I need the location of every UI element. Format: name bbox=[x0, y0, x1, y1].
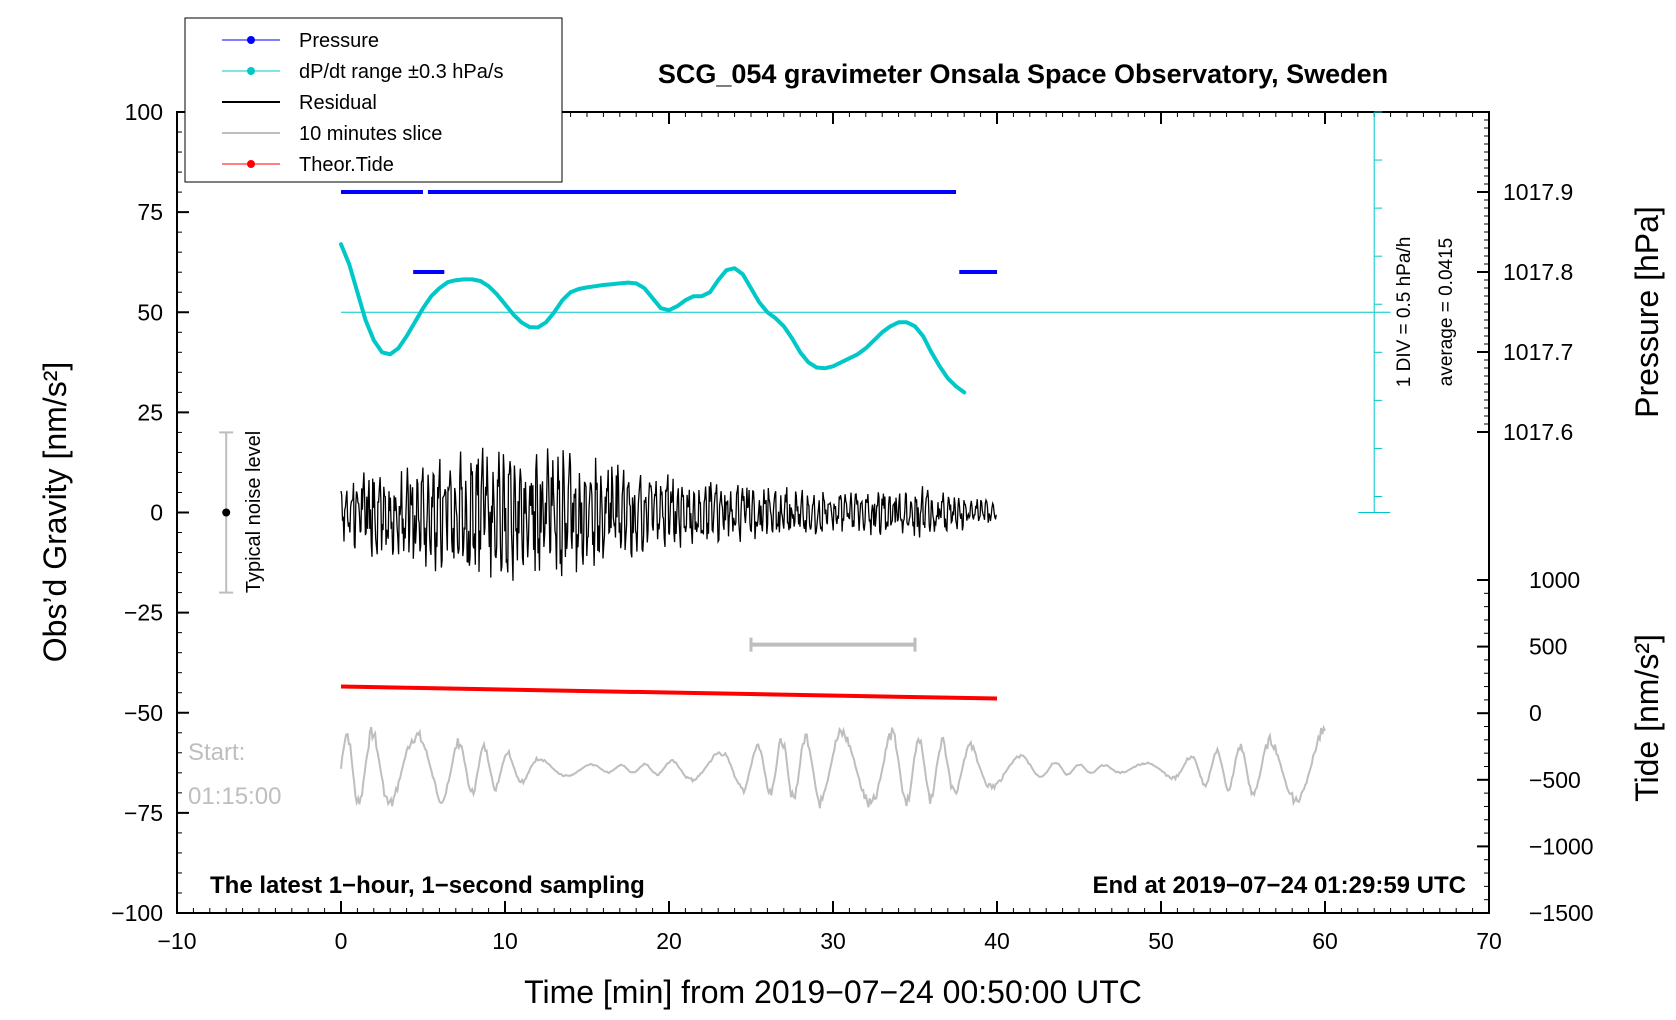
scale-axis bbox=[1358, 111, 1391, 513]
noise-level-label: Typical noise level bbox=[243, 431, 265, 593]
x-tick-label: 70 bbox=[1476, 928, 1502, 954]
x-tick-label: 30 bbox=[820, 928, 846, 954]
legend-marker-pressure bbox=[247, 36, 255, 44]
dpdt-series-line bbox=[339, 242, 967, 395]
sampling-note: The latest 1−hour, 1−second sampling bbox=[210, 872, 645, 899]
pressure-tick-label: 1017.7 bbox=[1503, 339, 1573, 365]
x-tick-label: −10 bbox=[157, 928, 196, 954]
axis-ticks: −10 0 10 20 30 40 50 60 70−100−75−50−25025507510… bbox=[111, 99, 1593, 954]
tide-tick-label: −1000 bbox=[1529, 833, 1594, 859]
y-tick-label: 100 bbox=[125, 99, 163, 125]
legend-label-tide: Theor.Tide bbox=[299, 154, 394, 176]
y-tick-label: −50 bbox=[124, 700, 163, 726]
pressure-tick-label: 1017.8 bbox=[1503, 259, 1573, 285]
x-tick-label: 20 bbox=[656, 928, 682, 954]
y-axis-label-left: Obs’d Gravity [nm/s²] bbox=[37, 362, 73, 663]
x-axis-label: Time [min] from 2019−07−24 00:50:00 UTC bbox=[524, 974, 1142, 1010]
start-time: 01:15:00 bbox=[188, 783, 281, 810]
legend: Pressure dP/dt range ±0.3 hPa/s Residual… bbox=[184, 17, 563, 183]
legend-label-pressure: Pressure bbox=[299, 30, 379, 52]
x-tick-label: 60 bbox=[1312, 928, 1338, 954]
pressure-tick-label: 1017.9 bbox=[1503, 179, 1573, 205]
scale-label-average: average = 0.0415 bbox=[1436, 238, 1457, 386]
y-tick-label: −100 bbox=[111, 900, 163, 926]
tide-tick-label: 0 bbox=[1529, 700, 1542, 726]
pressure-tick-label: 1017.6 bbox=[1503, 419, 1573, 445]
noise-bar-center bbox=[222, 508, 231, 517]
end-time-note: End at 2019−07−24 01:29:59 UTC bbox=[1092, 872, 1466, 899]
chart-title: SCG_054 gravimeter Onsala Space Observat… bbox=[658, 59, 1388, 89]
x-tick-label: 40 bbox=[984, 928, 1010, 954]
tide-tick-label: 1000 bbox=[1529, 567, 1580, 593]
y-tick-label: 25 bbox=[137, 399, 163, 425]
annotation-layer bbox=[219, 431, 917, 652]
legend-label-dpdt: dP/dt range ±0.3 hPa/s bbox=[299, 61, 503, 83]
tide-line bbox=[340, 684, 998, 701]
start-label: Start: bbox=[188, 739, 245, 766]
x-tick-label: 50 bbox=[1148, 928, 1174, 954]
y-axis-label-tide: Tide [nm/s²] bbox=[1629, 634, 1665, 802]
legend-marker-dpdt bbox=[247, 67, 255, 75]
series-layer bbox=[339, 190, 1326, 809]
slice-series-line bbox=[340, 724, 1326, 809]
y-tick-label: 75 bbox=[137, 199, 163, 225]
y-tick-label: −75 bbox=[124, 800, 163, 826]
legend-label-slice: 10 minutes slice bbox=[299, 123, 442, 145]
tide-tick-label: −500 bbox=[1529, 767, 1581, 793]
legend-label-residual: Residual bbox=[299, 92, 377, 114]
tide-tick-label: 500 bbox=[1529, 634, 1567, 660]
y-tick-label: 50 bbox=[137, 299, 163, 325]
x-tick-label: 10 bbox=[492, 928, 518, 954]
legend-box bbox=[184, 17, 563, 183]
scale-label-div: 1 DIV = 0.5 hPa/h bbox=[1394, 237, 1415, 388]
y-axis-label-pressure: Pressure [hPa] bbox=[1629, 206, 1665, 418]
y-tick-label: −25 bbox=[124, 600, 163, 626]
x-tick-label: 0 bbox=[335, 928, 348, 954]
residual-series-line bbox=[340, 447, 997, 581]
y-tick-label: 0 bbox=[150, 500, 163, 526]
legend-marker-tide bbox=[247, 160, 255, 168]
tide-tick-label: −1500 bbox=[1529, 900, 1594, 926]
